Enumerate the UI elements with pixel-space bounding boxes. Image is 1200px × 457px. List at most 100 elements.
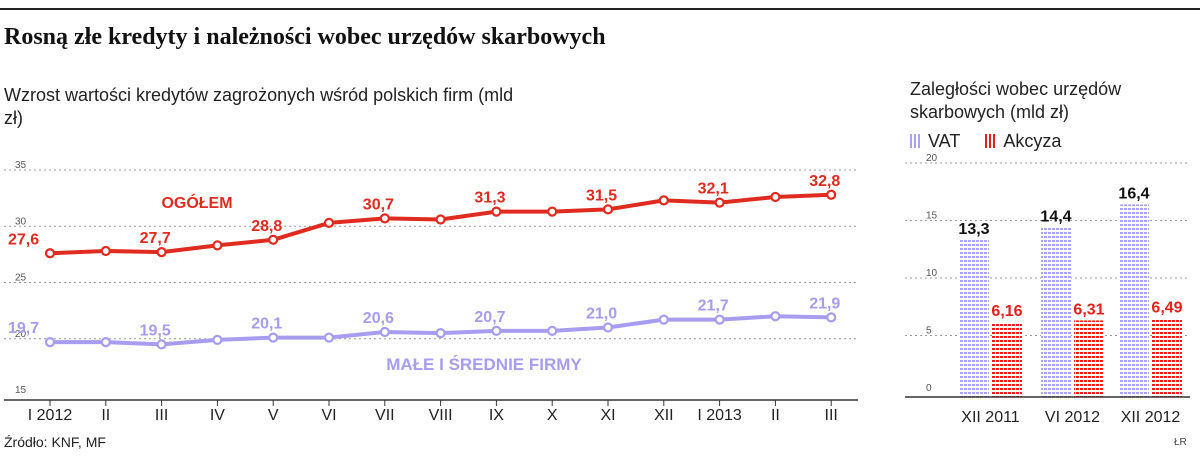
bar (1041, 227, 1071, 397)
data-point (323, 332, 335, 343)
source-note: Źródło: KNF, MF (4, 434, 106, 450)
data-point (323, 217, 335, 228)
y-tick-label: 20 (926, 153, 938, 164)
data-label: 32,8 (809, 173, 840, 190)
data-point (602, 204, 614, 215)
x-tick-label: I 2012 (28, 407, 73, 424)
line-chart-title: Wzrost wartości kredytów zagrożonych wśr… (4, 85, 514, 128)
data-point (212, 240, 223, 251)
y-tick-label: 15 (15, 385, 27, 396)
data-point (100, 337, 111, 348)
data-label: 30,7 (363, 196, 394, 213)
legend-item-akcyza: Akcyza (985, 131, 1061, 152)
y-tick-label: 10 (926, 268, 938, 279)
data-point (547, 206, 558, 217)
data-point (212, 334, 223, 345)
data-point (44, 248, 56, 259)
legend-item-vat: VAT (910, 131, 960, 152)
y-tick-label: 0 (926, 383, 932, 394)
data-label: 19,7 (8, 320, 39, 337)
data-point (491, 325, 502, 336)
x-tick-label: III (825, 407, 838, 424)
data-label: 32,1 (698, 181, 729, 198)
data-label: 16,4 (1118, 185, 1149, 202)
data-label: 20,1 (251, 316, 282, 333)
x-tick-label: VII (375, 407, 395, 424)
data-point (379, 213, 390, 224)
bar (959, 240, 989, 397)
data-point (658, 314, 669, 325)
x-tick-label: VIII (429, 407, 453, 424)
data-point (379, 326, 390, 338)
data-point (44, 337, 56, 348)
data-label: 21,9 (809, 295, 840, 312)
legend-label-akcyza: Akcyza (1003, 131, 1062, 151)
series-name-label: MAŁE I ŚREDNIE FIRMY (386, 355, 582, 374)
y-tick-label: 20 (15, 329, 27, 340)
y-tick-label: 15 (926, 211, 938, 222)
data-point (714, 314, 725, 325)
x-tick-label: XII (654, 407, 674, 424)
data-point (435, 214, 446, 225)
data-label: 19,5 (140, 322, 171, 339)
data-point (547, 325, 558, 336)
data-label: 13,3 (958, 221, 989, 238)
x-tick-label: VI 2012 (1045, 409, 1100, 426)
data-label: 20,6 (363, 310, 394, 327)
series-name-label: OGÓŁEM (161, 193, 232, 212)
data-label: 28,8 (251, 218, 282, 235)
top-rule (0, 8, 1200, 10)
bar (992, 322, 1022, 397)
x-tick-label: XII 2012 (1121, 409, 1181, 426)
data-point (658, 195, 669, 206)
data-point (100, 245, 111, 257)
bar-legend: VAT Akcyza (910, 131, 1081, 152)
data-label: 20,7 (474, 309, 505, 326)
data-point (826, 189, 837, 200)
page-title: Rosną złe kredyty i należności wobec urz… (4, 24, 606, 50)
data-point (770, 311, 781, 322)
data-point (156, 339, 167, 350)
y-tick-label: 35 (15, 160, 27, 171)
data-label: 27,6 (8, 231, 39, 248)
data-point (435, 328, 446, 339)
bar-chart-title: Zaległości wobec urzędów skarbowych (mld… (910, 79, 1122, 122)
data-label: 6,49 (1151, 299, 1182, 316)
legend-swatch-vat (910, 134, 922, 148)
data-point (156, 247, 167, 258)
data-label: 21,7 (698, 298, 729, 315)
data-point (491, 206, 502, 217)
data-label: 31,5 (586, 187, 617, 204)
y-tick-label: 5 (926, 326, 932, 337)
data-label: 6,16 (991, 303, 1022, 320)
data-point (714, 197, 725, 208)
data-point (826, 312, 837, 323)
bar (1119, 204, 1149, 397)
x-tick-label: XII 2011 (961, 409, 1020, 426)
data-point (770, 191, 781, 203)
x-tick-label: I 2013 (697, 407, 742, 424)
data-label: 21,0 (586, 306, 617, 323)
author-credit: ŁR (1174, 437, 1187, 448)
data-label: 31,3 (474, 190, 505, 207)
x-tick-label: II (771, 407, 780, 424)
x-tick-label: V (268, 407, 279, 424)
data-label: 27,7 (140, 230, 171, 247)
x-tick-label: XI (600, 407, 615, 424)
data-point (268, 234, 279, 245)
y-tick-label: 25 (15, 273, 27, 284)
data-label: 14,4 (1040, 208, 1071, 225)
x-tick-label: X (547, 407, 558, 424)
legend-label-vat: VAT (928, 131, 961, 151)
legend-swatch-akcyza (985, 134, 998, 148)
data-label: 6,31 (1073, 301, 1104, 318)
data-point (268, 332, 279, 343)
bar-chart: 0 5 10 15 20 13,3 6,16 XII 2011 14,4 6,31 VI 2012 1… (905, 153, 1190, 426)
bar (1074, 320, 1104, 397)
bar (1152, 318, 1182, 397)
data-point (602, 322, 614, 333)
x-tick-label: IX (489, 407, 504, 424)
x-tick-label: VI (321, 407, 336, 424)
